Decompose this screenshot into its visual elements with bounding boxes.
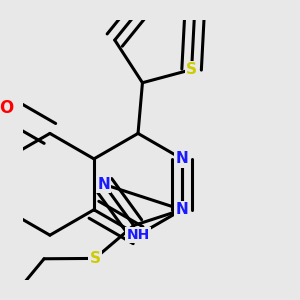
- Text: S: S: [89, 251, 100, 266]
- Text: N: N: [176, 202, 188, 217]
- Text: N: N: [176, 202, 188, 217]
- Text: N: N: [176, 152, 188, 166]
- Text: N: N: [98, 177, 110, 192]
- Text: O: O: [0, 99, 13, 117]
- Text: S: S: [186, 62, 197, 77]
- Text: NH: NH: [126, 228, 150, 242]
